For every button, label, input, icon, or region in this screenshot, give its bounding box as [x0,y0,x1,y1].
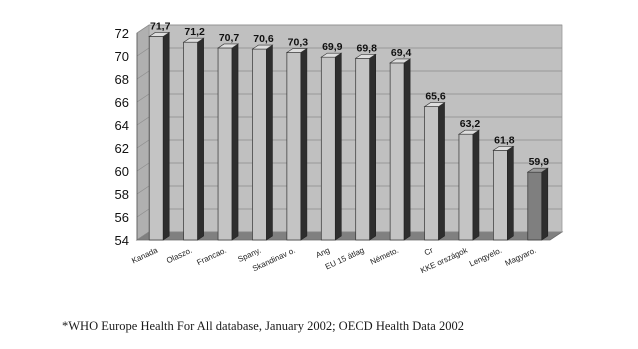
bar [355,57,371,241]
data-label: 61,8 [494,134,515,146]
data-label: 69,8 [356,42,377,54]
bar-side [334,52,342,241]
data-label: 65,6 [425,91,446,103]
bar [252,48,267,241]
y-gridline-side [136,47,150,57]
bar [389,62,405,241]
bar-side [369,53,377,241]
x-tick-label: Francao. [195,246,227,268]
bar [217,47,233,241]
data-label: 70,3 [288,37,309,49]
y-gridline-side [136,185,150,195]
bar-side [438,102,445,241]
x-tick-label: Kanada [130,245,159,265]
y-tick-label: 64 [115,118,129,133]
bar-side [266,44,273,241]
y-tick-label: 72 [115,26,129,41]
y-gridline-side [136,116,150,126]
x-tick-label: Lengyelo. [468,246,503,269]
bar [183,41,198,241]
x-tick-label: EU 15 átlag [324,246,366,272]
y-gridline-side [136,93,150,103]
bar-top [354,53,377,59]
bar-top [526,167,549,173]
bar [493,149,508,241]
bar-side [541,167,549,241]
y-tick-label: 68 [115,72,129,87]
bar-side [507,145,514,241]
data-label: 69,9 [322,41,343,53]
y-tick-label: 60 [115,164,129,179]
bar-top [389,58,412,64]
x-tick-label: Olaszo. [165,246,193,266]
data-label: 71,2 [184,26,205,38]
bar-side [162,31,170,241]
bar-side [472,129,480,241]
y-gridline-side [136,231,150,241]
bar-top [457,129,480,135]
bar-side [231,43,239,241]
data-label: 63,2 [460,118,481,130]
y-gridline-side [136,208,150,218]
bar-top [320,52,343,58]
y-tick-label: 58 [115,187,129,202]
bar [148,36,164,241]
x-tick-label: Cr [423,246,435,258]
bar-side [300,47,308,241]
bar [527,171,543,241]
data-label: 71,7 [150,20,171,32]
bar-side [197,37,204,241]
x-tick-label: Németo. [369,246,400,267]
y-tick-label: 66 [115,95,129,110]
bar-top [182,37,205,43]
bar [320,56,336,241]
y-tick-label: 56 [115,210,129,225]
y-gridline-side [136,162,150,172]
y-tick-label: 62 [115,141,129,156]
data-label: 70,6 [253,33,274,45]
bar-top [217,43,240,49]
y-gridline-side [136,70,150,80]
bar-top [251,44,274,50]
bar-top [148,32,171,37]
data-label: 70,7 [219,32,240,44]
bar-top [492,146,515,151]
y-tick-label: 54 [115,233,129,248]
data-label: 59,9 [529,156,550,168]
source-footnote: *WHO Europe Health For All database, Jan… [62,319,464,333]
x-tick-label: Ang [314,246,331,260]
data-label: 69,4 [391,47,412,59]
y-gridline-side [136,139,150,149]
bar-top [423,102,446,107]
x-tick-label: Magyaro. [504,246,538,268]
y-tick-label: 70 [115,49,129,64]
bar-chart: 54 56 58 60 62 64 66 68 70 72 71,7 Kanada 71,2 Olaszo… [115,20,564,275]
bar-side [403,58,411,241]
y-gridline-side [136,24,150,34]
bar [458,133,474,241]
bar [424,106,439,241]
bar [286,52,302,241]
chart-side-wall [136,24,150,241]
bar-top [285,48,308,53]
